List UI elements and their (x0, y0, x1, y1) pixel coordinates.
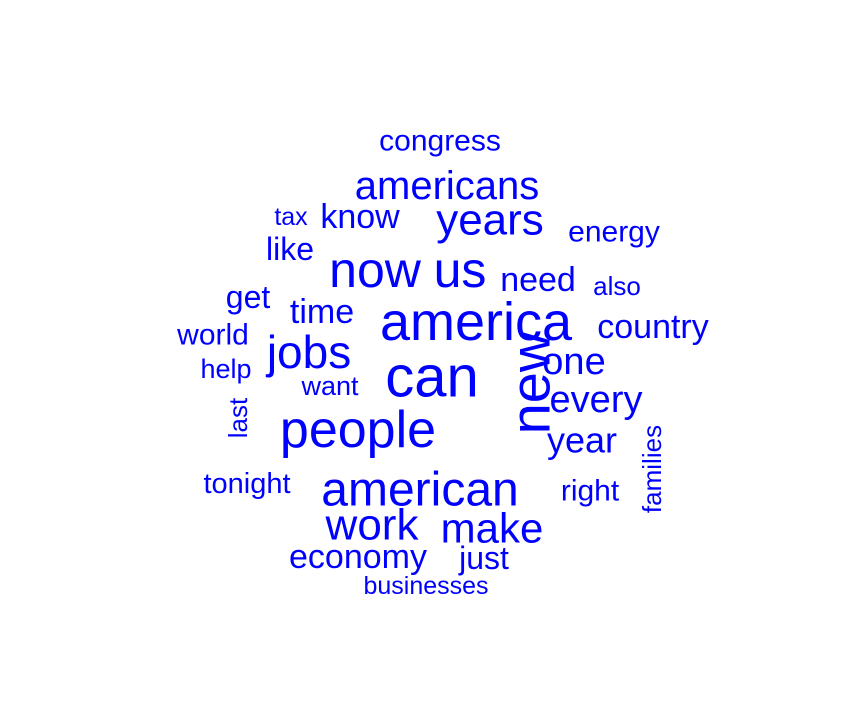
word-year: year (547, 420, 617, 461)
word-economy: economy (289, 538, 427, 576)
word-world: world (176, 319, 249, 352)
word-families: families (637, 425, 667, 513)
word-years: years (436, 196, 544, 245)
word-get: get (226, 279, 271, 315)
word-tax: tax (274, 203, 308, 231)
word-americans: americans (355, 164, 540, 208)
word-last: last (223, 397, 253, 438)
word-need: need (500, 261, 576, 299)
word-make: make (441, 505, 544, 552)
word-time: time (290, 293, 354, 331)
word-jobs: jobs (265, 326, 351, 378)
word-one: one (542, 341, 605, 383)
word-congress: congress (379, 125, 501, 158)
word-country: country (597, 308, 709, 346)
word-just: just (458, 540, 509, 576)
word-businesses: businesses (363, 572, 488, 600)
word-people: people (280, 401, 436, 459)
word-like: like (266, 231, 314, 267)
word-us: us (434, 242, 487, 298)
word-new: new (499, 331, 562, 434)
word-can: can (385, 345, 479, 410)
word-help: help (200, 354, 251, 384)
word-american: american (321, 464, 518, 517)
word-tonight: tonight (203, 468, 290, 500)
word-want: want (300, 371, 359, 401)
word-work: work (325, 501, 420, 550)
word-energy: energy (568, 216, 660, 249)
word-right: right (561, 475, 620, 508)
word-know: know (320, 198, 400, 236)
word-now: now (329, 242, 422, 298)
word-america: america (380, 292, 573, 352)
word-also: also (593, 271, 641, 301)
word-every: every (550, 379, 643, 421)
